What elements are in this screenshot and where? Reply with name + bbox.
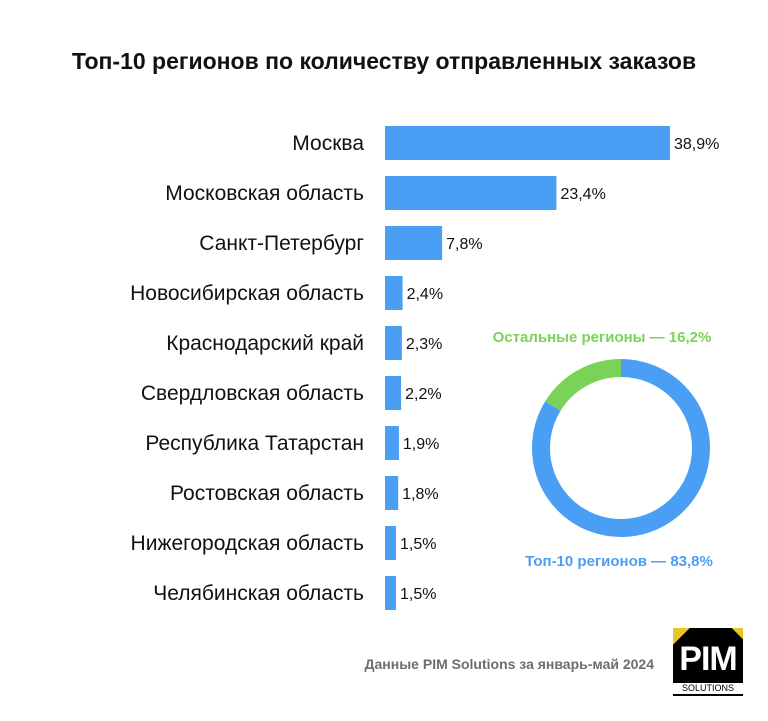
donut-slice-2 bbox=[545, 359, 622, 411]
category-label-2: Московская область bbox=[165, 182, 364, 205]
category-label-9: Нижегородская область bbox=[131, 532, 364, 555]
bar-10 bbox=[385, 576, 396, 610]
bar-9 bbox=[385, 526, 396, 560]
donut-label-others: Остальные регионы — 16,2% bbox=[493, 329, 712, 346]
value-label-6: 2,2% bbox=[405, 386, 441, 403]
bar-2 bbox=[385, 176, 557, 210]
logo-sub-text: SOLUTIONS bbox=[673, 683, 743, 694]
category-label-6: Свердловская область bbox=[141, 382, 364, 405]
category-label-8: Ростовская область bbox=[170, 482, 364, 505]
bar-7 bbox=[385, 426, 399, 460]
logo-main-text: PIM bbox=[679, 640, 737, 678]
donut-label-top10: Топ-10 регионов — 83,8% bbox=[525, 553, 713, 570]
value-label-4: 2,4% bbox=[407, 286, 443, 303]
value-label-10: 1,5% bbox=[400, 586, 436, 603]
value-label-9: 1,5% bbox=[400, 536, 436, 553]
pim-logo: PIM SOLUTIONS bbox=[673, 628, 743, 696]
category-label-3: Санкт-Петербург bbox=[199, 232, 364, 255]
bar-5 bbox=[385, 326, 402, 360]
bar-4 bbox=[385, 276, 403, 310]
category-label-4: Новосибирская область bbox=[130, 282, 364, 305]
source-footer: Данные PIM Solutions за январь-май 2024 bbox=[364, 656, 654, 672]
bar-3 bbox=[385, 226, 443, 260]
value-label-5: 2,3% bbox=[406, 336, 442, 353]
category-label-1: Москва bbox=[292, 132, 364, 155]
bar-8 bbox=[385, 476, 399, 510]
value-label-8: 1,8% bbox=[402, 486, 438, 503]
category-label-5: Краснодарский край bbox=[166, 332, 364, 355]
category-label-7: Республика Татарстан bbox=[145, 432, 364, 455]
bar-1 bbox=[385, 126, 670, 160]
donut-slice-1 bbox=[532, 359, 710, 537]
value-label-1: 38,9% bbox=[674, 136, 719, 153]
value-label-2: 23,4% bbox=[560, 186, 605, 203]
chart-title: Топ-10 регионов по количеству отправленн… bbox=[71, 48, 697, 74]
value-label-3: 7,8% bbox=[446, 236, 482, 253]
category-label-10: Челябинская область bbox=[153, 582, 364, 605]
bar-6 bbox=[385, 376, 402, 410]
value-label-7: 1,9% bbox=[403, 436, 439, 453]
